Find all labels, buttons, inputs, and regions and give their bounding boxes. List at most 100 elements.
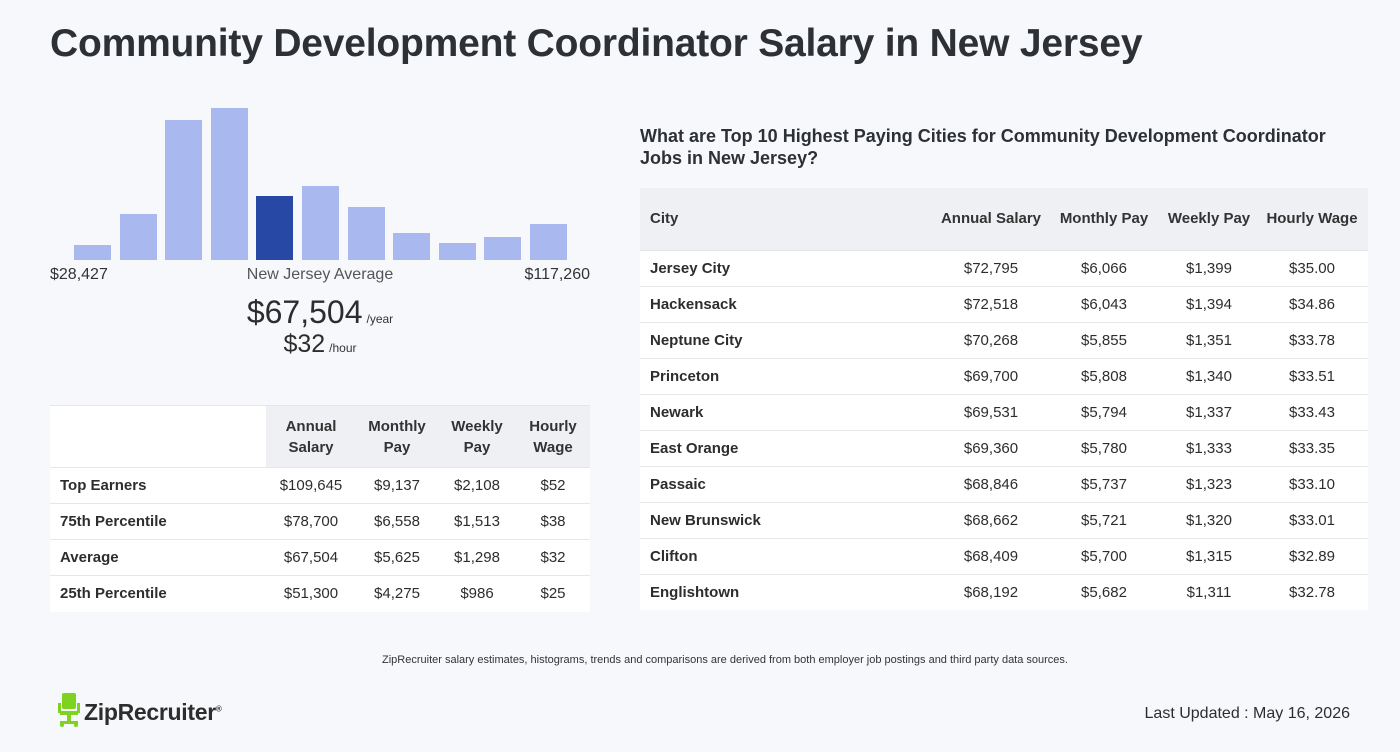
- annual-salary-cell: $68,662: [936, 501, 1046, 538]
- annual-salary-cell: $67,504: [266, 539, 356, 576]
- weekly-pay-cell: $986: [438, 575, 516, 612]
- city-name-cell: New Brunswick: [640, 501, 936, 538]
- annual-salary-cell: $69,360: [936, 429, 1046, 466]
- city-row: Passaic $68,846 $5,737 $1,323 $33.10: [640, 465, 1368, 502]
- city-row: Englishtown $68,192 $5,682 $1,311 $32.78: [640, 573, 1368, 610]
- weekly-pay-cell: $1,323: [1162, 465, 1256, 502]
- annual-salary-cell: $68,409: [936, 537, 1046, 574]
- weekly-pay-cell: $1,311: [1162, 573, 1256, 610]
- city-name-cell: East Orange: [640, 429, 936, 466]
- salary-histogram: [50, 100, 590, 260]
- hourly-wage-cell: $35.00: [1256, 249, 1368, 286]
- histogram-bar: [302, 186, 339, 260]
- monthly-pay-cell: $5,721: [1046, 501, 1162, 538]
- monthly-pay-cell: $5,625: [356, 539, 438, 576]
- city-row: Clifton $68,409 $5,700 $1,315 $32.89: [640, 537, 1368, 574]
- monthly-pay-cell: $5,780: [1046, 429, 1162, 466]
- hourly-wage-cell: $33.35: [1256, 429, 1368, 466]
- ziprecruiter-logo[interactable]: ZipRecruiter®: [58, 692, 222, 730]
- histogram-labels: $28,427 New Jersey Average $117,260: [50, 266, 590, 286]
- histogram-min-label: $28,427: [50, 266, 108, 283]
- hourly-wage-cell: $33.10: [1256, 465, 1368, 502]
- percentile-header-hourly: Hourly Wage: [516, 405, 590, 468]
- average-hourly-value: $32: [283, 330, 326, 358]
- city-name-cell: Princeton: [640, 357, 936, 394]
- weekly-pay-cell: $1,315: [1162, 537, 1256, 574]
- hourly-wage-cell: $32.89: [1256, 537, 1368, 574]
- weekly-pay-cell: $1,337: [1162, 393, 1256, 430]
- hourly-wage-cell: $52: [516, 467, 590, 504]
- percentile-header-monthly: Monthly Pay: [356, 405, 438, 468]
- percentile-row: Top Earners $109,645 $9,137 $2,108 $52: [50, 467, 590, 504]
- histogram-bar: [165, 120, 203, 260]
- city-name-cell: Neptune City: [640, 321, 936, 358]
- average-hourly-unit: /hour: [329, 341, 357, 355]
- hourly-wage-cell: $25: [516, 575, 590, 612]
- hourly-wage-cell: $32.78: [1256, 573, 1368, 610]
- histogram-bar: [484, 237, 522, 260]
- monthly-pay-cell: $6,066: [1046, 249, 1162, 286]
- hourly-wage-cell: $33.01: [1256, 501, 1368, 538]
- hourly-wage-cell: $32: [516, 539, 590, 576]
- hourly-wage-cell: $38: [516, 503, 590, 540]
- annual-salary-cell: $68,192: [936, 573, 1046, 610]
- weekly-pay-cell: $1,320: [1162, 501, 1256, 538]
- weekly-pay-cell: $1,399: [1162, 249, 1256, 286]
- hourly-wage-cell: $33.51: [1256, 357, 1368, 394]
- city-name-cell: Clifton: [640, 537, 936, 574]
- monthly-pay-cell: $5,794: [1046, 393, 1162, 430]
- annual-salary-cell: $78,700: [266, 503, 356, 540]
- histogram-max-label: $117,260: [524, 266, 590, 283]
- cities-header-monthly: Monthly Pay: [1046, 188, 1162, 250]
- city-row: East Orange $69,360 $5,780 $1,333 $33.35: [640, 429, 1368, 466]
- weekly-pay-cell: $1,333: [1162, 429, 1256, 466]
- percentile-row: Average $67,504 $5,625 $1,298 $32: [50, 539, 590, 576]
- percentile-table-header: Annual Salary Monthly Pay Weekly Pay Hou…: [50, 405, 590, 468]
- annual-salary-cell: $72,795: [936, 249, 1046, 286]
- annual-salary-cell: $70,268: [936, 321, 1046, 358]
- monthly-pay-cell: $4,275: [356, 575, 438, 612]
- city-name-cell: Passaic: [640, 465, 936, 502]
- city-row: Jersey City $72,795 $6,066 $1,399 $35.00: [640, 249, 1368, 286]
- monthly-pay-cell: $6,043: [1046, 285, 1162, 322]
- city-name-cell: Englishtown: [640, 573, 936, 610]
- hourly-wage-cell: $34.86: [1256, 285, 1368, 322]
- ziprecruiter-logo-text: ZipRecruiter®: [84, 698, 222, 725]
- data-source-footnote: ZipRecruiter salary estimates, histogram…: [382, 654, 1068, 666]
- monthly-pay-cell: $5,682: [1046, 573, 1162, 610]
- monthly-pay-cell: $5,700: [1046, 537, 1162, 574]
- cities-header-annual: Annual Salary: [936, 188, 1046, 250]
- annual-salary-cell: $69,700: [936, 357, 1046, 394]
- city-row: Newark $69,531 $5,794 $1,337 $33.43: [640, 393, 1368, 430]
- hourly-wage-cell: $33.78: [1256, 321, 1368, 358]
- average-annual-unit: /year: [366, 312, 394, 326]
- histogram-bar: [256, 196, 294, 260]
- top-cities-heading: What are Top 10 Highest Paying Cities fo…: [640, 126, 1326, 168]
- weekly-pay-cell: $1,340: [1162, 357, 1256, 394]
- annual-salary-cell: $109,645: [266, 467, 356, 504]
- cities-table-header: City Annual Salary Monthly Pay Weekly Pa…: [640, 188, 1368, 250]
- histogram-center-label: New Jersey Average: [246, 266, 394, 283]
- weekly-pay-cell: $2,108: [438, 467, 516, 504]
- weekly-pay-cell: $1,513: [438, 503, 516, 540]
- histogram-bar: [438, 243, 476, 260]
- top-cities-table: City Annual Salary Monthly Pay Weekly Pa…: [640, 188, 1368, 610]
- monthly-pay-cell: $6,558: [356, 503, 438, 540]
- average-annual-salary: $67,504/year: [50, 294, 590, 331]
- monthly-pay-cell: $5,855: [1046, 321, 1162, 358]
- monthly-pay-cell: $5,737: [1046, 465, 1162, 502]
- cities-header-hourly: Hourly Wage: [1256, 188, 1368, 250]
- page-title: Community Development Coordinator Salary…: [50, 22, 1143, 65]
- annual-salary-cell: $68,846: [936, 465, 1046, 502]
- average-annual-value: $67,504: [246, 294, 363, 330]
- annual-salary-cell: $51,300: [266, 575, 356, 612]
- last-updated: Last Updated : May 16, 2026: [1144, 705, 1350, 722]
- histogram-bar: [393, 233, 431, 260]
- city-name-cell: Newark: [640, 393, 936, 430]
- monthly-pay-cell: $5,808: [1046, 357, 1162, 394]
- histogram-bar: [347, 207, 385, 260]
- percentile-row: 75th Percentile $78,700 $6,558 $1,513 $38: [50, 503, 590, 540]
- histogram-bar: [530, 224, 567, 260]
- percentile-label: 75th Percentile: [50, 503, 266, 540]
- percentile-label: Top Earners: [50, 467, 266, 504]
